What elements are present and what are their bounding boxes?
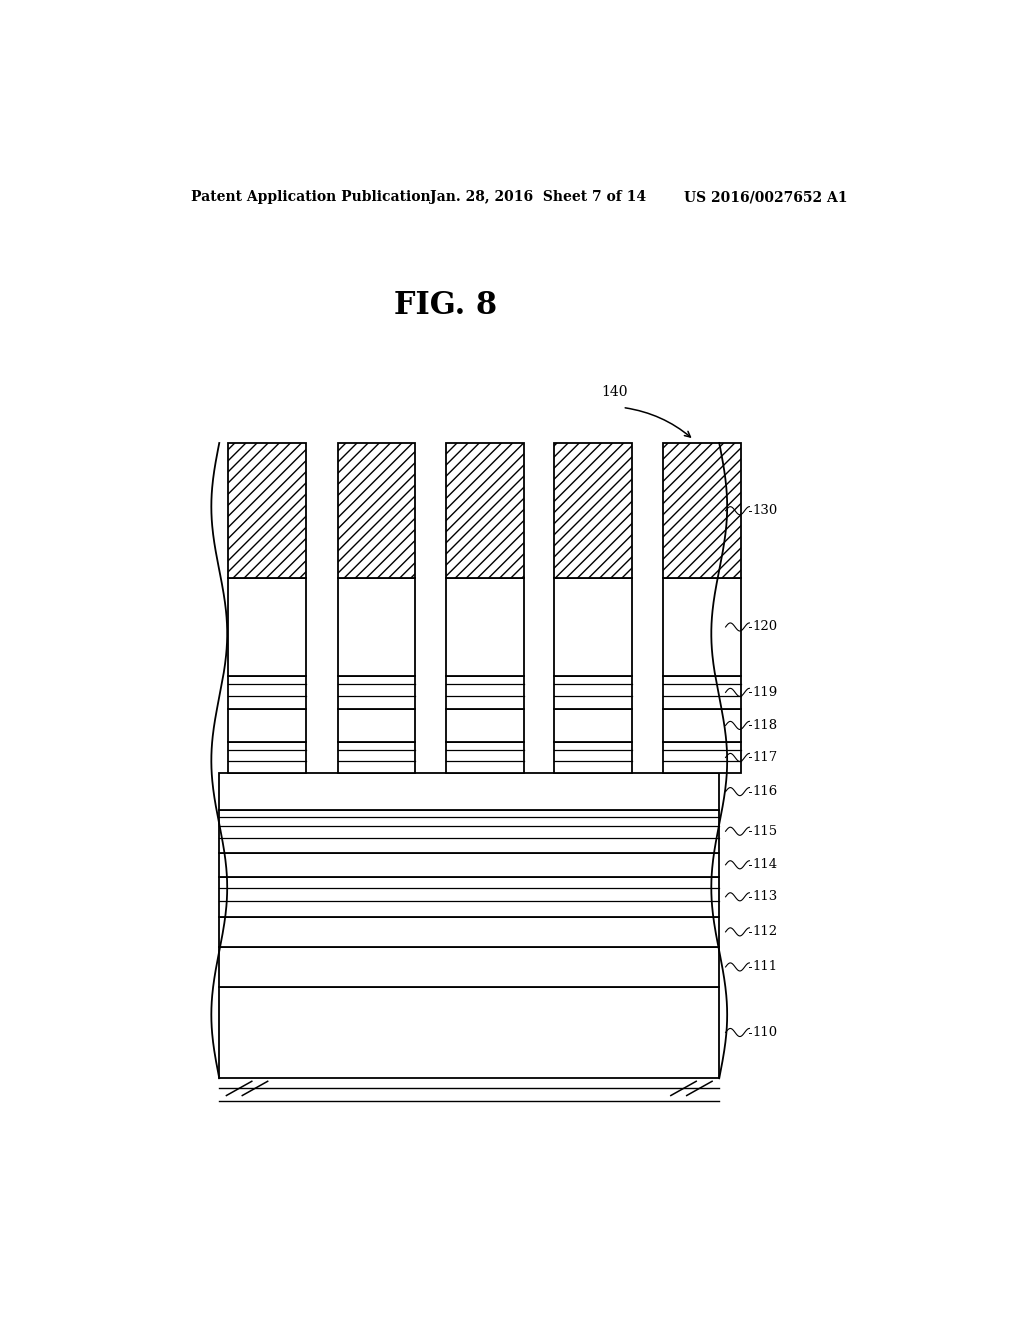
Text: 110: 110: [753, 1026, 777, 1039]
Bar: [554, 578, 632, 676]
Text: 117: 117: [753, 751, 778, 764]
Bar: [338, 742, 416, 774]
Text: 118: 118: [753, 719, 777, 731]
Bar: [219, 948, 719, 987]
Bar: [228, 709, 306, 742]
Bar: [219, 916, 719, 948]
Bar: [228, 676, 306, 709]
Bar: [554, 676, 632, 709]
Text: FIG. 8: FIG. 8: [394, 290, 497, 321]
Bar: [338, 676, 416, 709]
Bar: [446, 578, 524, 676]
Bar: [446, 742, 524, 774]
Bar: [663, 444, 740, 578]
Bar: [219, 987, 719, 1078]
Text: 112: 112: [753, 925, 777, 939]
Bar: [554, 709, 632, 742]
Bar: [663, 676, 740, 709]
Bar: [219, 876, 719, 916]
Bar: [219, 774, 719, 810]
Text: 113: 113: [753, 890, 778, 903]
Bar: [554, 742, 632, 774]
Text: 120: 120: [753, 620, 777, 634]
Text: US 2016/0027652 A1: US 2016/0027652 A1: [684, 190, 847, 205]
Text: 115: 115: [753, 825, 777, 838]
Bar: [219, 853, 719, 876]
Text: 114: 114: [753, 858, 777, 871]
Bar: [446, 676, 524, 709]
Bar: [228, 578, 306, 676]
Bar: [554, 444, 632, 578]
Text: 140: 140: [601, 385, 628, 399]
Text: 116: 116: [753, 785, 778, 799]
Bar: [446, 444, 524, 578]
Bar: [338, 709, 416, 742]
Bar: [228, 444, 306, 578]
Bar: [219, 810, 719, 853]
Text: Jan. 28, 2016  Sheet 7 of 14: Jan. 28, 2016 Sheet 7 of 14: [430, 190, 646, 205]
Text: 111: 111: [753, 961, 777, 973]
Bar: [663, 742, 740, 774]
Bar: [338, 444, 416, 578]
Bar: [446, 709, 524, 742]
Bar: [338, 578, 416, 676]
Bar: [663, 578, 740, 676]
Text: 119: 119: [753, 686, 778, 698]
Bar: [663, 709, 740, 742]
Text: Patent Application Publication: Patent Application Publication: [191, 190, 431, 205]
Bar: [228, 742, 306, 774]
Text: 130: 130: [753, 504, 778, 517]
